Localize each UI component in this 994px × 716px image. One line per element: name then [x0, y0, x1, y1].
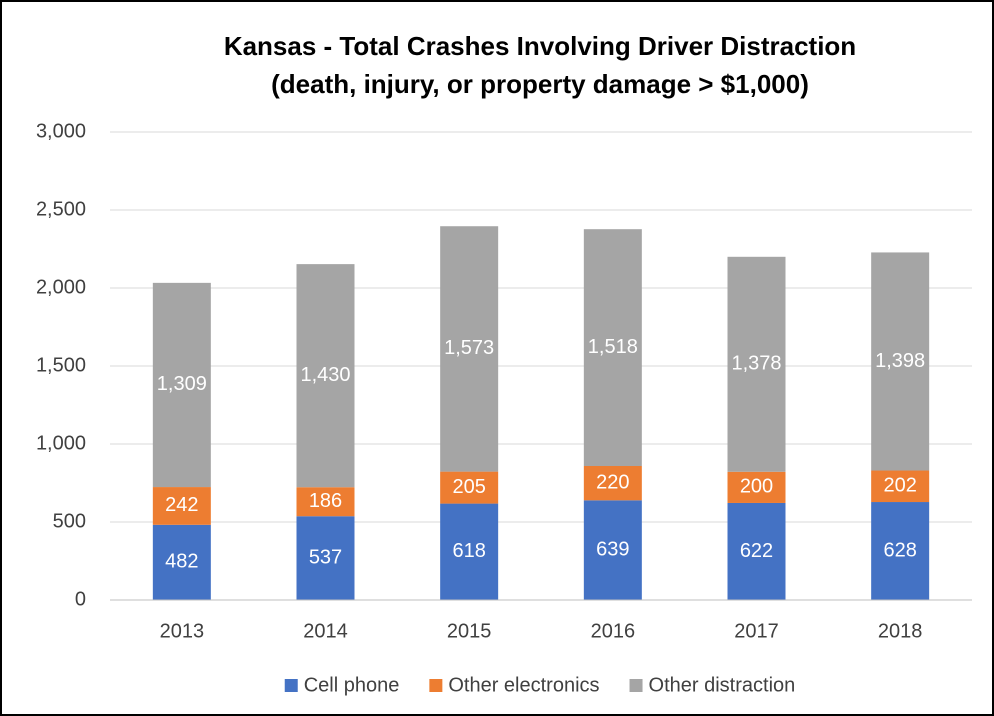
bar-segment [152, 524, 211, 600]
bar-segment [583, 500, 642, 600]
data-label: 622 [740, 540, 773, 562]
data-label: 639 [596, 538, 629, 560]
bar-segment [871, 252, 930, 471]
bar-segment [871, 470, 930, 503]
x-tick-label: 2015 [447, 620, 492, 642]
data-label: 205 [452, 476, 485, 498]
bar-segment [152, 282, 211, 488]
bar-segment [152, 487, 211, 525]
bar-segment [296, 264, 355, 488]
bar-segment [296, 487, 355, 517]
bar-segment [440, 471, 499, 504]
data-label: 202 [883, 475, 916, 497]
y-tick-label: 3,000 [36, 120, 86, 142]
bar-segment [871, 502, 930, 600]
bar-segment [727, 256, 786, 472]
y-tick-label: 1,500 [36, 354, 86, 376]
data-label: 1,573 [444, 337, 494, 359]
legend-swatch [629, 679, 643, 692]
y-tick-label: 2,500 [36, 198, 86, 220]
legend-label: Other electronics [448, 674, 599, 696]
x-tick-label: 2018 [878, 620, 923, 642]
data-label: 1,398 [875, 350, 925, 372]
legend-label: Other distraction [649, 674, 796, 696]
bar-segment [727, 471, 786, 503]
bar-segment [583, 465, 642, 501]
data-label: 618 [452, 540, 485, 562]
data-label: 628 [883, 539, 916, 561]
bar-segment [440, 503, 499, 600]
legend-swatch [284, 679, 298, 692]
bar-segment [440, 226, 499, 472]
data-label: 482 [165, 551, 198, 573]
bar-segment [296, 516, 355, 600]
bar-segment [727, 502, 786, 600]
data-label: 1,430 [300, 364, 350, 386]
data-label: 537 [309, 546, 342, 568]
legend-label: Cell phone [304, 674, 400, 696]
x-tick-label: 2017 [734, 620, 779, 642]
data-label: 1,518 [588, 336, 638, 358]
y-tick-label: 0 [75, 588, 86, 610]
y-tick-label: 2,000 [36, 276, 86, 298]
x-tick-label: 2013 [160, 620, 205, 642]
data-label: 186 [309, 490, 342, 512]
data-label: 1,309 [157, 373, 207, 395]
chart-title: (death, injury, or property damage > $1,… [271, 69, 809, 99]
y-tick-label: 1,000 [36, 432, 86, 454]
y-tick-label: 500 [53, 510, 86, 532]
data-label: 1,378 [731, 353, 781, 375]
chart-title: Kansas - Total Crashes Involving Driver … [224, 31, 856, 61]
data-label: 220 [596, 471, 629, 493]
data-label: 242 [165, 494, 198, 516]
bar-segment [583, 229, 642, 466]
data-label: 200 [740, 476, 773, 498]
x-tick-label: 2016 [591, 620, 636, 642]
x-tick-label: 2014 [303, 620, 348, 642]
legend-swatch [429, 679, 443, 692]
